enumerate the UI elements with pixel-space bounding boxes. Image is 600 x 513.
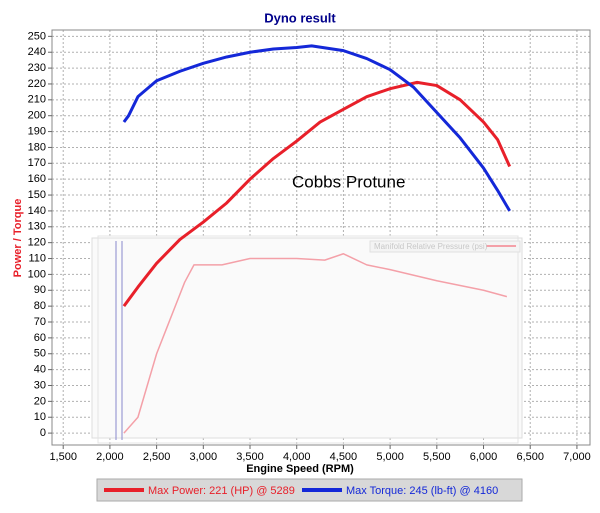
y-tick-label: 240 [28,46,46,58]
y-tick-label: 150 [28,189,46,201]
y-axis-label: Power / Torque [12,199,24,278]
y-tick-label: 10 [34,411,46,423]
legend-text: Max Power: 221 (HP) @ 5289 [148,485,295,497]
x-tick-label: 3,500 [236,451,264,463]
y-tick-label: 160 [28,173,46,185]
y-tick-label: 60 [34,332,46,344]
x-tick-label: 6,500 [516,451,544,463]
y-tick-label: 230 [28,62,46,74]
y-tick-label: 220 [28,78,46,90]
x-tick-label: 2,000 [96,451,124,463]
inset-frame [97,235,519,444]
y-tick-label: 110 [28,252,46,264]
x-tick-label: 5,500 [423,451,451,463]
y-tick-label: 250 [28,30,46,42]
y-tick-label: 200 [28,110,46,122]
y-tick-label: 0 [40,427,46,439]
series-line [122,80,512,308]
chart-title: Dyno result [264,10,336,25]
series-line [122,44,511,212]
x-tick-label: 4,000 [283,451,311,463]
x-tick-label: 2,500 [143,451,171,463]
inset-legend-text: Manifold Relative Pressure (psi) [374,242,488,251]
inset-legend-box [369,240,521,253]
y-tick-label: 210 [28,94,46,106]
y-tick-label: 180 [28,141,46,153]
series-line [123,253,508,434]
legend-text: Max Torque: 245 (lb-ft) @ 4160 [346,485,498,497]
x-tick-label: 6,000 [470,451,498,463]
y-tick-label: 130 [28,221,46,233]
y-tick-label: 70 [34,316,46,328]
y-tick-label: 100 [28,268,46,280]
y-tick-label: 90 [34,284,46,296]
y-tick-label: 30 [34,379,46,391]
y-tick-label: 80 [34,300,46,312]
x-tick-label: 1,500 [49,451,77,463]
x-tick-label: 4,500 [330,451,358,463]
x-tick-label: 7,000 [563,451,591,463]
inset-panel [91,237,523,439]
x-tick-label: 3,000 [190,451,218,463]
plot-frame [51,29,591,446]
y-tick-label: 50 [34,348,46,360]
y-tick-label: 20 [34,395,46,407]
y-tick-label: 140 [28,205,46,217]
y-tick-label: 170 [28,157,46,169]
y-tick-label: 120 [28,237,46,249]
annotation: Cobbs Protune [292,172,405,191]
x-axis-label: Engine Speed (RPM) [246,463,354,475]
x-tick-label: 5,000 [376,451,404,463]
y-tick-label: 40 [34,364,46,376]
y-tick-label: 190 [28,125,46,137]
